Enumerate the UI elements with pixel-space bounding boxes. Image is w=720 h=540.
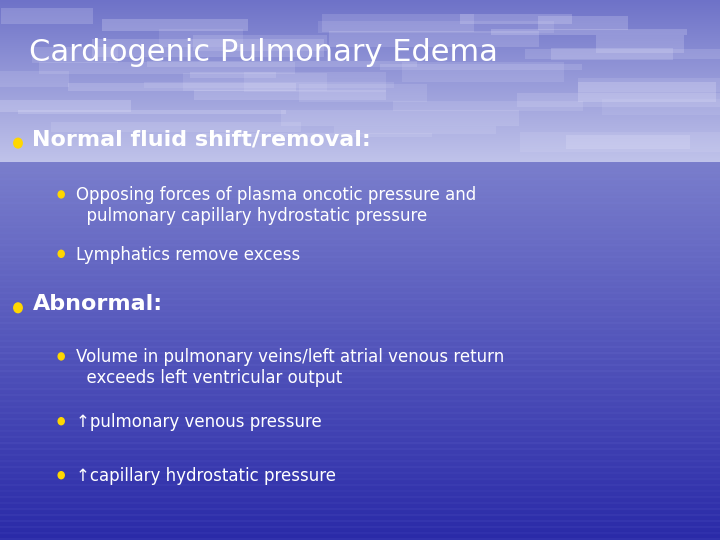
Ellipse shape	[14, 303, 22, 313]
Text: ↑capillary hydrostatic pressure: ↑capillary hydrostatic pressure	[76, 467, 336, 485]
Text: Lymphatics remove excess: Lymphatics remove excess	[76, 246, 300, 264]
Text: ↑pulmonary venous pressure: ↑pulmonary venous pressure	[76, 413, 321, 431]
Ellipse shape	[58, 191, 64, 198]
Text: Cardiogenic Pulmonary Edema: Cardiogenic Pulmonary Edema	[29, 38, 498, 67]
Text: Opposing forces of plasma oncotic pressure and
  pulmonary capillary hydrostatic: Opposing forces of plasma oncotic pressu…	[76, 186, 476, 225]
Text: Abnormal:: Abnormal:	[32, 294, 163, 314]
Ellipse shape	[58, 251, 64, 258]
Ellipse shape	[58, 353, 64, 360]
Ellipse shape	[14, 138, 22, 148]
Ellipse shape	[58, 418, 64, 425]
Text: Normal fluid shift/removal:: Normal fluid shift/removal:	[32, 130, 371, 150]
Ellipse shape	[58, 472, 64, 478]
Text: Volume in pulmonary veins/left atrial venous return
  exceeds left ventricular o: Volume in pulmonary veins/left atrial ve…	[76, 348, 504, 387]
